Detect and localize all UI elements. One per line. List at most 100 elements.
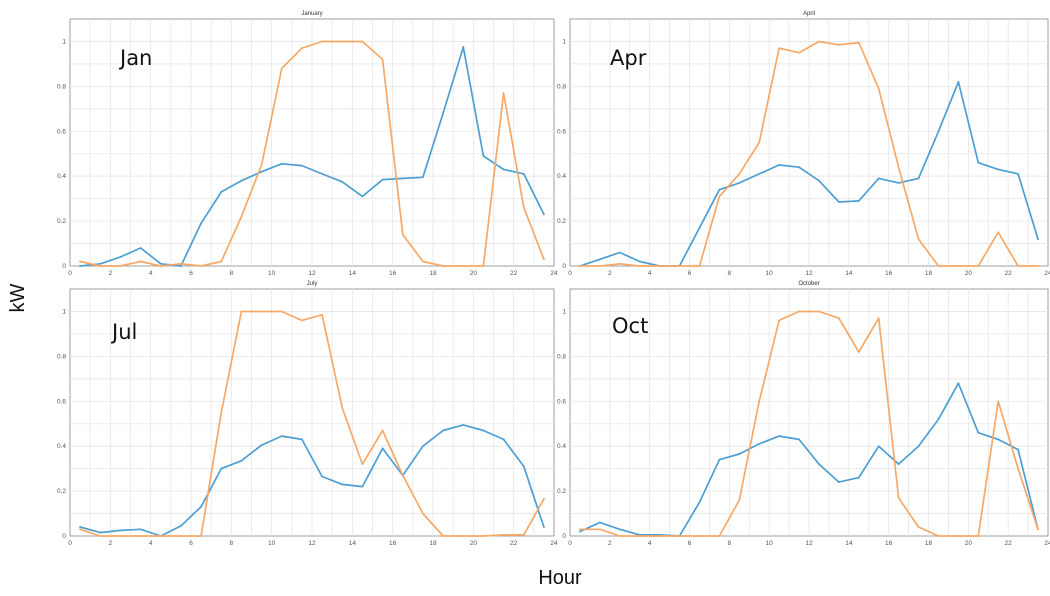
- data-point: [818, 40, 820, 43]
- data-point: [698, 501, 701, 504]
- series-line-2: [579, 40, 1039, 267]
- data-point: [119, 529, 122, 532]
- data-point: [698, 265, 701, 267]
- x-tick-label: 8: [728, 270, 732, 277]
- y-tick-label: 0.2: [557, 218, 566, 225]
- data-point: [917, 177, 920, 180]
- data-point: [937, 418, 940, 421]
- data-point: [321, 313, 323, 316]
- data-point: [897, 496, 900, 499]
- data-point: [579, 528, 581, 531]
- data-point: [522, 206, 525, 209]
- y-tick-label: 0.2: [57, 488, 66, 495]
- data-point: [301, 47, 303, 50]
- data-point: [897, 166, 900, 169]
- data-point: [240, 179, 243, 182]
- data-point: [543, 498, 545, 500]
- data-point: [301, 164, 303, 167]
- x-tick-label: 6: [189, 270, 193, 277]
- y-tick-label: 0: [62, 533, 66, 540]
- data-point: [220, 191, 223, 193]
- data-point: [159, 535, 162, 537]
- x-tick-label: 12: [308, 540, 316, 547]
- y-tick-label: 0.2: [557, 488, 566, 495]
- data-point: [638, 535, 641, 537]
- x-tick-label: 6: [688, 540, 692, 547]
- data-point: [502, 438, 505, 441]
- data-point: [698, 535, 701, 537]
- data-point: [758, 141, 761, 144]
- y-tick-label: 1: [562, 38, 566, 45]
- data-point: [139, 260, 142, 263]
- data-point: [361, 485, 364, 488]
- data-point: [977, 161, 980, 164]
- y-tick-label: 1: [62, 38, 66, 45]
- data-point: [957, 382, 960, 385]
- data-point: [1017, 265, 1020, 267]
- data-point: [997, 400, 1000, 403]
- data-point: [857, 476, 860, 479]
- data-point: [1017, 448, 1020, 451]
- data-point: [482, 265, 485, 267]
- x-tick-label: 0: [68, 270, 72, 277]
- data-point: [341, 483, 344, 486]
- data-point: [381, 178, 384, 181]
- data-point: [321, 40, 323, 43]
- panel-title: April: [803, 11, 815, 17]
- x-tick-label: 20: [965, 270, 973, 277]
- x-axis-label: Hour: [538, 567, 582, 589]
- x-tick-label: 22: [1005, 270, 1013, 277]
- data-point: [321, 173, 323, 175]
- y-tick-label: 0.8: [557, 353, 566, 360]
- x-tick-label: 20: [470, 270, 478, 277]
- x-tick-label: 18: [429, 270, 437, 277]
- data-point: [220, 411, 223, 414]
- data-point: [818, 310, 820, 313]
- data-point: [119, 265, 122, 267]
- data-point: [361, 463, 364, 466]
- y-tick-label: 0.4: [57, 173, 66, 180]
- x-tick-label: 2: [109, 540, 113, 547]
- x-tick-label: 14: [845, 540, 853, 547]
- data-point: [462, 423, 465, 426]
- data-point: [99, 262, 102, 265]
- data-point: [658, 265, 661, 267]
- x-tick-label: 22: [1005, 540, 1013, 547]
- x-tick-label: 2: [109, 270, 113, 277]
- data-point: [638, 260, 641, 263]
- data-point: [937, 130, 940, 133]
- data-point: [917, 238, 920, 240]
- data-point: [897, 463, 900, 466]
- data-point: [1037, 265, 1039, 267]
- x-tick-label: 10: [268, 540, 276, 547]
- data-point: [579, 530, 581, 533]
- x-tick-label: 2: [608, 270, 612, 277]
- panel-label: Jan: [118, 46, 152, 70]
- data-point: [897, 182, 900, 184]
- y-tick-label: 0: [62, 263, 66, 270]
- data-point: [200, 222, 202, 225]
- data-point: [798, 438, 800, 441]
- data-point: [119, 256, 122, 258]
- x-tick-label: 24: [1044, 540, 1050, 547]
- data-point: [280, 435, 283, 437]
- y-tick-label: 0.4: [557, 443, 566, 450]
- data-point: [778, 319, 781, 322]
- data-point: [618, 262, 621, 265]
- data-point: [381, 447, 384, 450]
- data-point: [220, 260, 223, 263]
- y-tick-label: 0.6: [557, 398, 566, 405]
- data-point: [159, 265, 162, 267]
- data-point: [502, 168, 505, 171]
- data-point: [79, 260, 81, 263]
- data-point: [778, 435, 781, 437]
- data-point: [442, 112, 444, 115]
- data-point: [260, 310, 263, 313]
- data-point: [658, 535, 661, 537]
- x-tick-label: 0: [568, 270, 572, 277]
- x-tick-label: 16: [885, 270, 893, 277]
- data-point: [240, 215, 243, 218]
- data-point: [798, 310, 800, 313]
- data-point: [200, 535, 202, 537]
